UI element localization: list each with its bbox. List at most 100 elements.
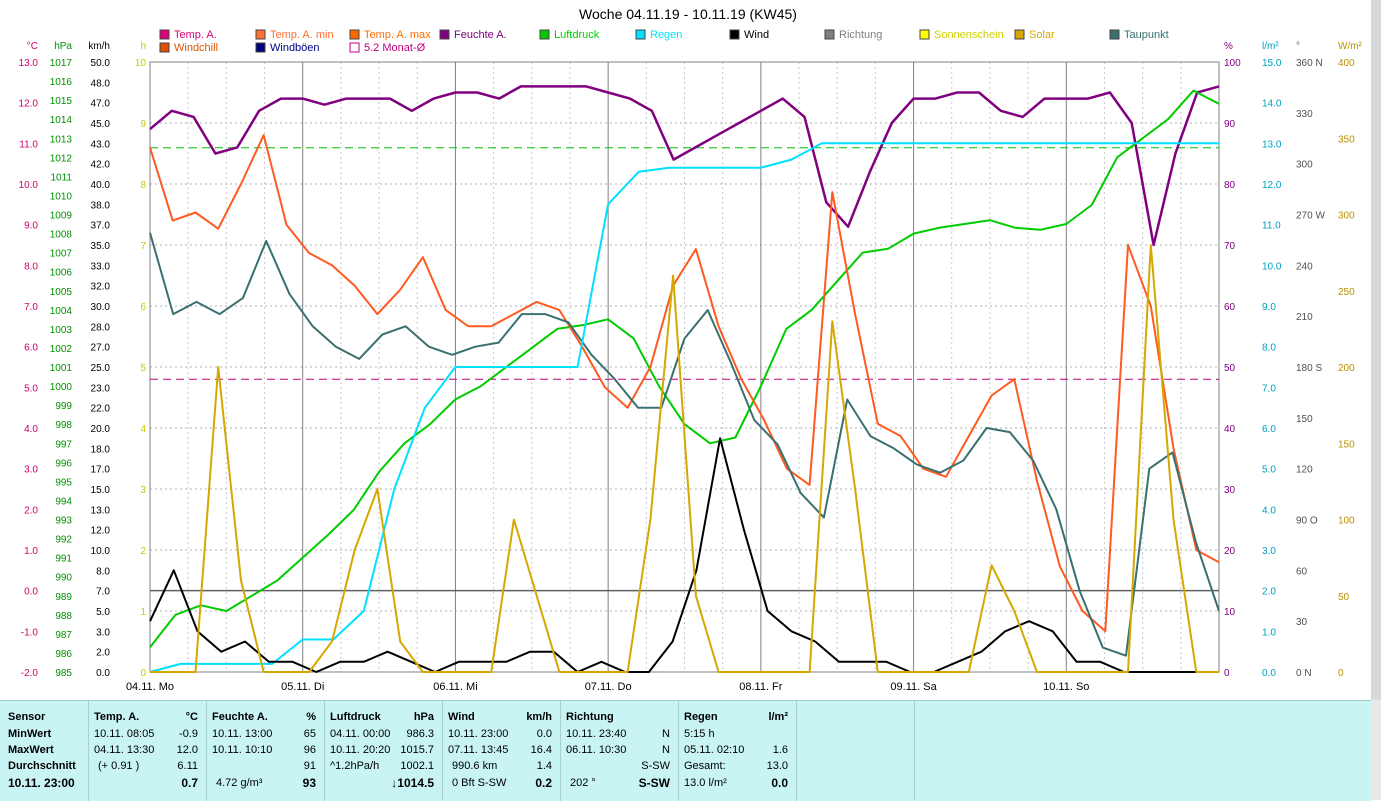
sun-axis-tick-4: 6 bbox=[140, 302, 146, 313]
direction-axis-unit: ° bbox=[1296, 41, 1300, 52]
legend-label-3: Feuchte A. bbox=[454, 29, 507, 41]
temp-avg-val: 6.11 bbox=[177, 760, 198, 772]
solar-axis-tick-7: 50 bbox=[1338, 592, 1350, 603]
legend-swatch-13 bbox=[349, 42, 360, 53]
sun-axis-unit: h bbox=[140, 41, 146, 52]
sun-axis-tick-3: 7 bbox=[140, 241, 146, 252]
legend-swatch-10 bbox=[1109, 29, 1120, 40]
wind-axis-tick-12: 30.0 bbox=[91, 302, 111, 313]
temp-axis-tick-12: 1.0 bbox=[24, 546, 38, 557]
wind-axis-tick-5: 42.0 bbox=[91, 160, 111, 171]
dir-min-val: N bbox=[662, 728, 670, 740]
pressure-axis-tick-22: 995 bbox=[55, 477, 72, 488]
rain-axis-tick-15: 0.0 bbox=[1262, 668, 1276, 679]
pressure-axis-tick-4: 1013 bbox=[50, 134, 73, 145]
direction-axis-tick-2: 300 bbox=[1296, 160, 1313, 171]
wind-axis-tick-20: 17.0 bbox=[91, 465, 111, 476]
wind-axis-tick-10: 33.0 bbox=[91, 261, 111, 272]
legend-swatch-2 bbox=[349, 29, 360, 40]
series-feuchte-a- bbox=[149, 85, 1220, 247]
sun-axis-tick-2: 8 bbox=[140, 180, 146, 191]
max-label: MaxWert bbox=[8, 744, 54, 756]
humidity-axis-tick-0: 100 bbox=[1224, 58, 1241, 69]
x-label-3: 07.11. Do bbox=[585, 681, 632, 693]
legend-swatch-7 bbox=[824, 29, 835, 40]
pressure-axis-tick-21: 996 bbox=[55, 458, 72, 469]
solar-axis-tick-8: 0 bbox=[1338, 668, 1344, 679]
scrollbar[interactable] bbox=[1371, 700, 1381, 800]
humidity-axis-tick-7: 30 bbox=[1224, 485, 1236, 496]
dir-title: Richtung bbox=[566, 711, 614, 723]
humidity-axis-tick-10: 0 bbox=[1224, 668, 1230, 679]
wind-avg-val: 1.4 bbox=[536, 760, 552, 772]
pressure-axis-tick-17: 1000 bbox=[50, 382, 73, 393]
series-solar bbox=[150, 244, 1219, 673]
wind-axis-tick-6: 40.0 bbox=[91, 180, 111, 191]
pressure-axis-tick-28: 989 bbox=[55, 592, 72, 603]
temp-title: Temp. A. bbox=[94, 711, 140, 723]
temp-min-time: 10.11. 08:05 bbox=[94, 728, 155, 740]
wind-axis-tick-29: 2.0 bbox=[96, 648, 110, 659]
press-min-val: 986.3 bbox=[406, 728, 434, 740]
direction-axis-tick-11: 30 bbox=[1296, 617, 1308, 628]
wind-title: Wind bbox=[448, 711, 475, 723]
temp-axis-tick-11: 2.0 bbox=[24, 505, 38, 516]
solar-axis-tick-3: 250 bbox=[1338, 287, 1355, 298]
pressure-axis-tick-2: 1015 bbox=[50, 96, 73, 107]
rain-unit: l/m² bbox=[768, 711, 788, 723]
wind-axis-tick-26: 7.0 bbox=[96, 587, 110, 598]
sun-axis-tick-10: 0 bbox=[140, 668, 146, 679]
rain-axis-tick-8: 7.0 bbox=[1262, 383, 1276, 394]
wind-axis-tick-4: 43.0 bbox=[91, 139, 111, 150]
rain-axis-tick-1: 14.0 bbox=[1262, 99, 1282, 110]
temp-axis-tick-0: 13.0 bbox=[19, 58, 39, 69]
pressure-column: Luftdruck hPa 04.11. 00:00 986.3 10.11. … bbox=[324, 701, 443, 801]
dir-max-time: 06.11. 10:30 bbox=[566, 744, 627, 756]
pressure-axis-unit: hPa bbox=[54, 41, 72, 52]
wind-axis-tick-22: 13.0 bbox=[91, 505, 111, 516]
pressure-axis-tick-5: 1012 bbox=[50, 153, 73, 164]
temp-axis-tick-2: 11.0 bbox=[19, 139, 38, 150]
pressure-axis-tick-10: 1007 bbox=[50, 249, 73, 260]
pressure-axis-tick-13: 1004 bbox=[50, 306, 73, 317]
press-unit: hPa bbox=[413, 711, 434, 723]
sun-axis-tick-6: 4 bbox=[140, 424, 146, 435]
temp-axis-tick-15: -2.0 bbox=[21, 668, 39, 679]
sun-axis-tick-7: 3 bbox=[140, 485, 146, 496]
avg-label: Durchschnitt bbox=[8, 760, 76, 772]
press-title: Luftdruck bbox=[330, 711, 381, 723]
x-label-5: 09.11. Sa bbox=[890, 681, 937, 693]
rain-avg-note: Gesamt: bbox=[684, 760, 726, 772]
x-label-0: 04.11. Mo bbox=[126, 681, 174, 693]
pressure-axis-tick-27: 990 bbox=[55, 573, 72, 584]
pressure-axis-tick-15: 1002 bbox=[50, 344, 73, 355]
pressure-axis-tick-32: 985 bbox=[55, 668, 72, 679]
press-current-val: ↓1014.5 bbox=[391, 776, 434, 790]
legend-swatch-4 bbox=[539, 29, 550, 40]
rain-axis-tick-7: 8.0 bbox=[1262, 343, 1276, 354]
temp-axis-tick-6: 7.0 bbox=[24, 302, 38, 313]
temp-axis-tick-4: 9.0 bbox=[24, 221, 38, 232]
wind-axis-tick-30: 0.0 bbox=[96, 668, 110, 679]
min-label: MinWert bbox=[8, 728, 52, 740]
wind-axis-tick-9: 35.0 bbox=[91, 241, 111, 252]
hum-cur-note: 4.72 g/m³ bbox=[216, 777, 263, 789]
temp-axis-tick-14: -1.0 bbox=[21, 627, 39, 638]
humidity-axis-tick-5: 50 bbox=[1224, 363, 1236, 374]
rain-axis-tick-9: 6.0 bbox=[1262, 424, 1276, 435]
rain-avg-val: 13.0 bbox=[766, 760, 788, 772]
press-avg-note: ^1.2hPa/h bbox=[330, 760, 380, 772]
legend-swatch-1 bbox=[255, 29, 266, 40]
rain-axis-tick-6: 9.0 bbox=[1262, 302, 1276, 313]
wind-column: Wind km/h 10.11. 23:00 0.0 07.11. 13:45 … bbox=[442, 701, 561, 801]
legend-label-8: Sonnenschein bbox=[934, 29, 1004, 41]
humidity-axis-unit: % bbox=[1224, 41, 1233, 52]
direction-axis-tick-6: 180 S bbox=[1296, 363, 1322, 374]
direction-axis-tick-8: 120 bbox=[1296, 465, 1313, 476]
hum-title: Feuchte A. bbox=[212, 711, 268, 723]
pressure-axis-tick-6: 1011 bbox=[50, 172, 72, 183]
legend-label-2: Temp. A. max bbox=[364, 29, 431, 41]
x-label-4: 08.11. Fr bbox=[739, 681, 783, 693]
press-avg-val: 1002.1 bbox=[400, 760, 434, 772]
hum-avg-val: 91 bbox=[303, 760, 316, 772]
